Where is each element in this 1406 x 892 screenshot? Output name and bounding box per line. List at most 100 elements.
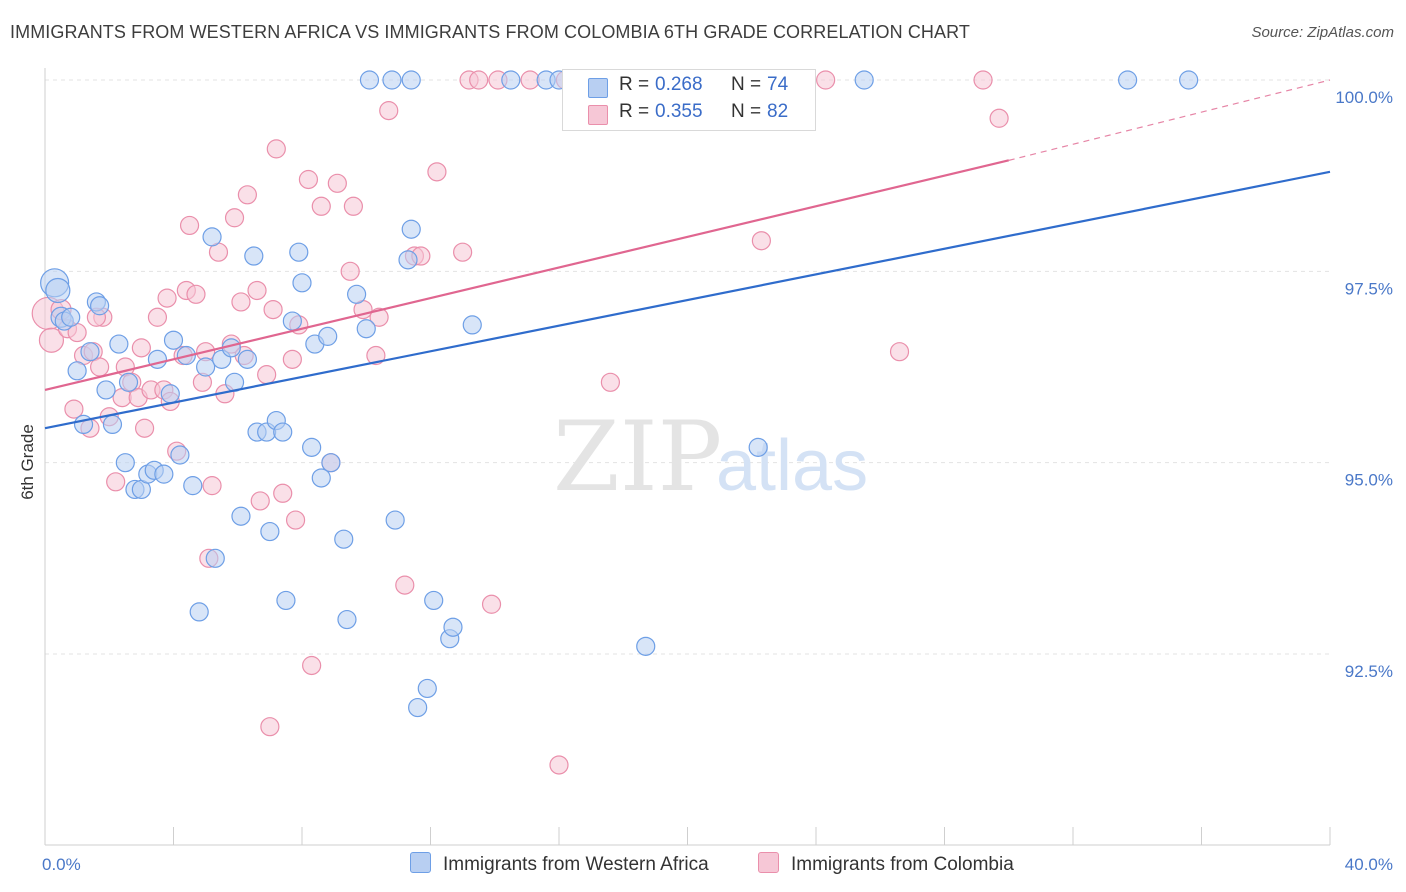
colombia-point bbox=[340, 261, 360, 281]
axes bbox=[44, 68, 1331, 846]
colombia-point bbox=[481, 594, 502, 614]
colombia-point bbox=[366, 345, 386, 366]
y-tick-label: 95.0% bbox=[1345, 471, 1393, 490]
colombia-point bbox=[260, 717, 280, 737]
colombia-point bbox=[237, 185, 257, 205]
colombia-point bbox=[202, 476, 222, 496]
y-tick-label: 92.5% bbox=[1345, 662, 1393, 681]
western-africa-point bbox=[45, 277, 71, 304]
legend-item-western-africa: Immigrants from Western Africa bbox=[410, 852, 709, 876]
colombia-point bbox=[157, 288, 177, 308]
colombia-point bbox=[266, 139, 286, 159]
western-africa-point bbox=[748, 437, 768, 457]
western-africa-point bbox=[231, 506, 251, 526]
western-africa-point bbox=[318, 326, 338, 346]
western-africa-point bbox=[401, 219, 421, 239]
colombia-point bbox=[186, 284, 206, 304]
chart-title: IMMIGRANTS FROM WESTERN AFRICA VS IMMIGR… bbox=[10, 22, 971, 42]
western-africa-point bbox=[401, 70, 421, 90]
colombia-point bbox=[973, 70, 993, 90]
colombia-point bbox=[520, 70, 540, 90]
colombia-point bbox=[64, 399, 84, 419]
western-africa-point bbox=[501, 70, 521, 90]
colombia-point bbox=[285, 510, 306, 530]
legend-n-value: 82 bbox=[767, 101, 789, 122]
tick-labels: 92.5% 95.0% 97.5% 100.0% 0.0% 40.0% bbox=[42, 88, 1393, 874]
colombia-point bbox=[327, 173, 347, 193]
western-africa-point bbox=[189, 602, 209, 622]
western-africa-point bbox=[202, 227, 222, 247]
legend-r-label: R = bbox=[619, 74, 650, 95]
legend-swatch-blue bbox=[410, 852, 431, 873]
colombia-point bbox=[273, 483, 293, 503]
colombia-point bbox=[90, 357, 110, 377]
colombia-point bbox=[600, 372, 621, 392]
western-africa-point bbox=[276, 590, 296, 611]
trend-line-colombia bbox=[44, 159, 1010, 392]
colombia-point bbox=[134, 418, 155, 438]
legend-label-western-africa: Immigrants from Western Africa bbox=[443, 854, 709, 875]
western-africa-point bbox=[183, 476, 203, 496]
legend-r-value: 0.268 bbox=[655, 74, 703, 95]
western-africa-point bbox=[289, 242, 309, 262]
colombia-point bbox=[38, 327, 65, 353]
colombia-point bbox=[147, 307, 168, 327]
legend-swatch-blue bbox=[588, 78, 608, 98]
series-colombia-points bbox=[31, 70, 1009, 775]
western-africa-point bbox=[356, 319, 376, 339]
x-tick-label: 40.0% bbox=[1345, 855, 1393, 874]
series-legend: Immigrants from Western Africa Immigrant… bbox=[0, 852, 1406, 878]
legend-n-label: N = bbox=[731, 101, 762, 122]
colombia-point bbox=[816, 70, 836, 90]
trend-lines bbox=[44, 79, 1331, 430]
western-africa-point bbox=[196, 357, 216, 377]
legend-n-label: N = bbox=[731, 74, 762, 95]
legend-swatch-pink bbox=[588, 105, 608, 125]
x-tick-label: 0.0% bbox=[42, 855, 81, 874]
western-africa-point bbox=[302, 437, 322, 457]
western-africa-point bbox=[260, 521, 280, 542]
colombia-point bbox=[751, 231, 771, 251]
colombia-point bbox=[343, 196, 363, 216]
western-africa-point bbox=[636, 636, 656, 656]
y-tick-label: 97.5% bbox=[1345, 279, 1393, 298]
western-africa-point bbox=[73, 414, 94, 434]
western-africa-point bbox=[417, 678, 437, 699]
y-tick-label: 100.0% bbox=[1335, 88, 1393, 107]
western-africa-point bbox=[385, 510, 405, 530]
western-africa-point bbox=[408, 697, 428, 718]
western-africa-point bbox=[61, 307, 81, 327]
western-africa-point bbox=[273, 422, 293, 442]
legend-label-colombia: Immigrants from Colombia bbox=[791, 854, 1014, 875]
western-africa-point bbox=[1179, 70, 1199, 90]
colombia-point bbox=[469, 70, 489, 90]
western-africa-point bbox=[854, 70, 874, 90]
colombia-point bbox=[257, 365, 277, 385]
watermark: ZIP atlas bbox=[553, 401, 868, 513]
watermark-zip: ZIP bbox=[553, 401, 722, 513]
colombia-point bbox=[889, 342, 910, 362]
western-africa-point bbox=[109, 334, 129, 354]
western-africa-point bbox=[160, 384, 180, 404]
western-africa-point bbox=[90, 296, 110, 316]
western-africa-point bbox=[334, 529, 354, 549]
colombia-point bbox=[231, 292, 251, 312]
gridlines bbox=[45, 79, 1330, 655]
western-africa-point bbox=[244, 246, 264, 266]
western-africa-point bbox=[205, 548, 225, 568]
colombia-point bbox=[453, 242, 473, 262]
colombia-point bbox=[179, 215, 200, 236]
western-africa-point bbox=[154, 464, 174, 484]
western-africa-point bbox=[443, 617, 463, 637]
trend-line-colombia-extrapolated bbox=[1008, 79, 1331, 161]
western-africa-point bbox=[462, 315, 482, 335]
y-axis-title: 6th Grade bbox=[18, 424, 37, 500]
western-africa-point bbox=[163, 330, 184, 350]
western-africa-point bbox=[311, 468, 331, 488]
western-africa-point bbox=[67, 361, 87, 381]
stats-legend: R = 0.268 N = 74 R = 0.355 N = 82 bbox=[562, 69, 816, 131]
colombia-point bbox=[131, 338, 151, 358]
source-label: Source: ZipAtlas.com bbox=[1251, 24, 1394, 41]
colombia-point bbox=[369, 307, 389, 327]
